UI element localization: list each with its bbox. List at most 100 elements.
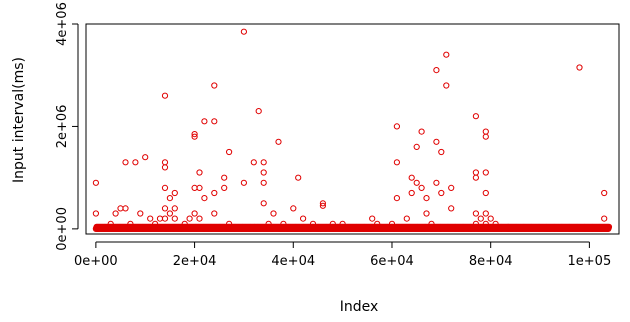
data-point <box>260 179 267 186</box>
data-point <box>482 220 489 227</box>
data-point <box>408 189 415 197</box>
data-point <box>443 82 450 89</box>
data-point <box>438 148 445 156</box>
data-point <box>147 215 154 222</box>
data-point <box>260 169 267 176</box>
data-point <box>408 174 415 181</box>
data-point <box>339 220 346 227</box>
data-point <box>605 223 613 230</box>
x-tick-label: 0e+00 <box>74 254 118 269</box>
data-point <box>211 118 218 125</box>
data-point <box>196 215 203 222</box>
data-point <box>492 220 499 227</box>
x-axis: 0e+00 2e+04 4e+04 6e+04 8e+04 1e+05 <box>74 241 612 269</box>
data-point <box>438 189 445 197</box>
data-point <box>161 164 169 171</box>
data-point <box>418 128 425 135</box>
data-point <box>201 118 208 125</box>
data-point <box>270 210 277 217</box>
data-point <box>191 131 198 138</box>
data-point <box>393 195 400 202</box>
data-point <box>482 210 489 217</box>
x-tick-label: 6e+04 <box>370 254 414 269</box>
data-point <box>482 133 489 140</box>
data-point <box>433 138 440 145</box>
data-point <box>295 174 302 181</box>
data-point <box>393 159 400 166</box>
data-point <box>211 210 218 217</box>
data-point <box>226 220 233 227</box>
data-point <box>226 148 233 156</box>
data-point <box>309 220 317 227</box>
plot-border <box>85 23 620 235</box>
data-point <box>428 220 435 227</box>
y-tick-label: 4e+06 <box>55 2 70 46</box>
data-point <box>166 210 173 217</box>
x-tick-label: 1e+05 <box>568 254 612 269</box>
data-point <box>240 179 247 186</box>
data-point <box>601 189 608 197</box>
data-point <box>255 108 262 115</box>
data-point <box>388 220 396 227</box>
x-tick-label: 8e+04 <box>469 254 513 269</box>
data-point <box>112 210 119 217</box>
data-point <box>127 220 134 227</box>
data-point <box>319 200 326 207</box>
data-point <box>369 215 376 222</box>
data-point <box>319 202 326 209</box>
data-point <box>137 210 144 217</box>
x-axis-title: Index <box>340 299 379 315</box>
data-point <box>161 215 169 222</box>
data-point <box>92 210 100 217</box>
data-point <box>191 210 198 217</box>
x-tick-label: 2e+04 <box>173 254 217 269</box>
y-axis-title: Input interval(ms) <box>11 57 27 183</box>
data-point <box>156 215 164 222</box>
data-point <box>122 159 129 166</box>
data-point <box>181 220 188 227</box>
data-point <box>482 169 489 176</box>
data-point <box>122 205 129 212</box>
data-point <box>448 184 455 191</box>
data-point <box>413 179 420 186</box>
data-point <box>275 138 282 145</box>
data-point <box>250 159 257 166</box>
data-point <box>171 189 178 197</box>
data-point <box>482 128 489 135</box>
data-point <box>191 133 198 140</box>
data-point <box>482 189 489 197</box>
data-point <box>171 205 178 212</box>
data-point <box>171 215 178 222</box>
data-point <box>477 215 484 222</box>
y-axis: 0e+00 2e+06 4e+06 <box>55 2 79 251</box>
data-point <box>152 220 159 227</box>
x-tick-label: 4e+04 <box>271 254 315 269</box>
data-point <box>196 169 203 176</box>
data-point <box>186 215 193 222</box>
data-point <box>393 123 400 130</box>
data-point <box>107 220 114 227</box>
data-point <box>142 154 149 161</box>
data-point <box>280 220 287 227</box>
plot-frame <box>85 23 620 235</box>
data-point <box>265 220 272 227</box>
data-point <box>300 215 307 222</box>
data-point <box>472 169 479 176</box>
data-point <box>601 215 608 222</box>
data-point <box>161 92 169 99</box>
data-point <box>448 205 455 212</box>
data-point <box>433 179 440 186</box>
data-point <box>117 205 124 212</box>
data-point <box>132 159 139 166</box>
data-point <box>92 179 100 186</box>
data-point <box>290 205 297 212</box>
data-point <box>423 195 430 202</box>
data-point <box>433 67 440 74</box>
data-point <box>260 200 267 207</box>
data-point <box>161 205 169 212</box>
data-point <box>329 220 336 227</box>
data-point <box>413 143 420 150</box>
data-point <box>240 28 247 35</box>
data-point <box>211 189 218 197</box>
